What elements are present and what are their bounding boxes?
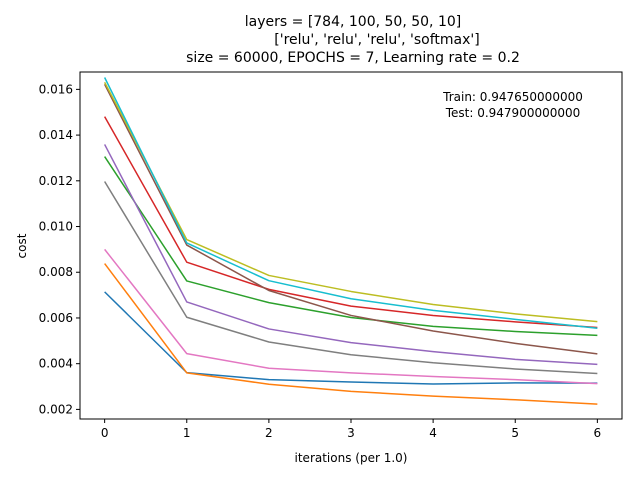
plot-background [80, 72, 622, 419]
series-line-9 [103, 81, 598, 323]
x-tick-label-5: 5 [511, 426, 519, 440]
x-tick-label-3: 3 [347, 426, 355, 440]
x-tick-label-4: 4 [429, 426, 437, 440]
y-tick-label-2: 0.006 [39, 311, 73, 325]
series-line-8 [103, 181, 598, 375]
y-tick-label-7: 0.016 [39, 82, 73, 96]
series-layer [103, 77, 598, 405]
x-ticks: 0 1 2 3 4 5 6 [101, 419, 601, 440]
series-line-6 [103, 83, 598, 355]
train-accuracy: Train: 0.947650000000 [442, 90, 583, 104]
test-accuracy: Test: 0.947900000000 [445, 106, 581, 120]
y-axis-label: cost [15, 233, 29, 258]
title-line-3: size = 60000, EPOCHS = 7, Learning rate … [186, 50, 520, 66]
y-tick-label-1: 0.004 [39, 357, 73, 371]
x-tick-label-1: 1 [183, 426, 191, 440]
chart-title: layers = [784, 100, 50, 50, 10] ['relu',… [186, 14, 520, 66]
series-line-5 [103, 144, 598, 366]
title-line-2: ['relu', 'relu', 'relu', 'softmax'] [274, 32, 479, 48]
y-tick-label-3: 0.008 [39, 265, 73, 279]
x-axis-label: iterations (per 1.0) [295, 451, 408, 465]
y-tick-label-4: 0.010 [39, 220, 73, 234]
axes-frame [79, 71, 623, 420]
y-tick-label-6: 0.014 [39, 128, 73, 142]
y-tick-label-5: 0.012 [39, 174, 73, 188]
series-line-3 [104, 156, 598, 337]
title-line-1: layers = [784, 100, 50, 50, 10] [245, 14, 461, 30]
series-line-7 [104, 248, 598, 385]
y-tick-label-0: 0.002 [39, 402, 73, 416]
x-tick-label-0: 0 [101, 426, 109, 440]
series-line-10 [103, 77, 598, 329]
series-line-4 [103, 116, 598, 329]
series-line-2 [104, 263, 598, 405]
x-tick-label-6: 6 [594, 426, 602, 440]
y-ticks: 0.002 0.004 0.006 0.008 0.010 0.012 0.014 0.016 [39, 82, 80, 416]
accuracy-annotation: Train: 0.947650000000 Test: 0.9479000000… [442, 90, 583, 120]
x-tick-label-2: 2 [265, 426, 273, 440]
